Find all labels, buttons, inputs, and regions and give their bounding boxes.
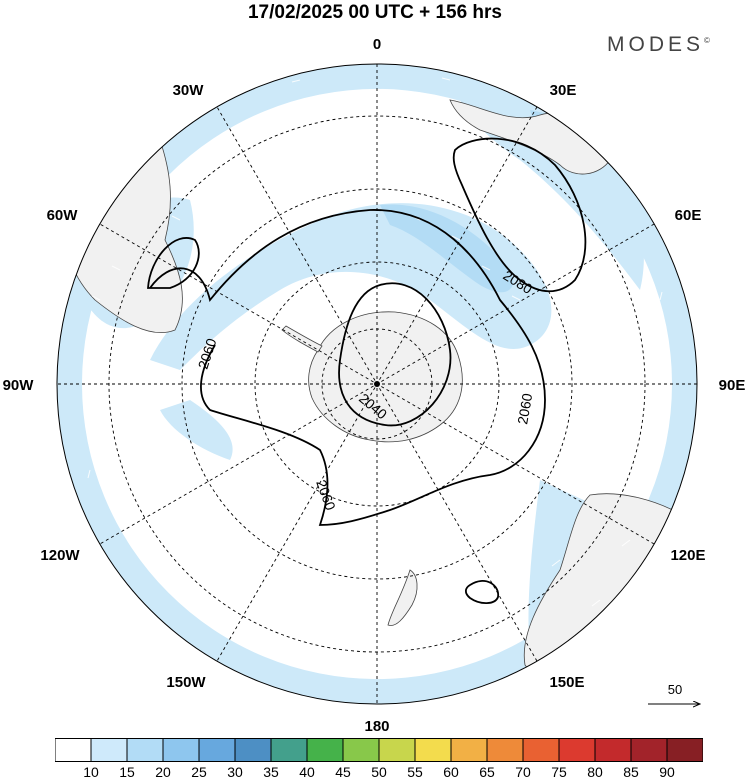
legend-swatch <box>378 738 416 762</box>
legend-swatch <box>198 738 236 762</box>
latitude-circle <box>181 188 573 580</box>
pole-marker <box>374 381 380 387</box>
legend-swatch <box>630 738 668 762</box>
legend-label: 45 <box>335 764 351 780</box>
wind-reference-value: 50 <box>668 682 682 697</box>
legend-swatch <box>342 738 380 762</box>
contour-2060-closed-west <box>147 237 200 289</box>
legend-swatch <box>594 738 632 762</box>
legend-label: 60 <box>443 764 459 780</box>
legend-label: 40 <box>299 764 315 780</box>
map-title: 17/02/2025 00 UTC + 156 hrs <box>247 2 503 23</box>
legend-label: 35 <box>263 764 279 780</box>
meridian-label-180: 180 <box>364 718 389 735</box>
legend-swatch <box>522 738 560 762</box>
legend-swatch <box>270 738 308 762</box>
map-boundary <box>56 63 698 705</box>
legend-label: 75 <box>551 764 567 780</box>
legend-swatch <box>558 738 596 762</box>
meridian-label-90e: 90E <box>719 377 746 394</box>
jet-band-southwest <box>160 400 233 460</box>
legend-swatch <box>55 738 92 762</box>
legend-label: 10 <box>83 764 99 780</box>
legend-label: 85 <box>623 764 639 780</box>
legend-swatch <box>666 738 703 762</box>
legend-swatch <box>90 738 128 762</box>
legend-label: 80 <box>587 764 603 780</box>
contour-label: 2060 <box>514 392 535 426</box>
meridian-label-90w: 90W <box>3 377 35 394</box>
contour-2080 <box>452 137 587 293</box>
legend-swatch <box>162 738 200 762</box>
legend-label: 50 <box>371 764 387 780</box>
meridian-label-120e: 120E <box>670 547 705 564</box>
height-contours <box>147 137 587 605</box>
meridian-label-120w: 120W <box>40 547 80 564</box>
meridian-labels: 0 30E 60E 90E 120E 150E 180 150W 120W 90… <box>3 36 746 735</box>
brand-name: MODES <box>607 33 705 56</box>
legend-swatch <box>486 738 524 762</box>
legend-label: 55 <box>407 764 423 780</box>
legend-label: 70 <box>515 764 531 780</box>
legend-label: 20 <box>155 764 171 780</box>
legend-swatch <box>126 738 164 762</box>
legend-label: 90 <box>659 764 675 780</box>
meridian-label-60w: 60W <box>47 207 79 224</box>
meridian-label-0: 0 <box>373 36 381 53</box>
legend-label: 15 <box>119 764 135 780</box>
brand-logo: MODES© <box>607 33 710 57</box>
contour-closed-south <box>464 580 499 605</box>
legend-swatch <box>234 738 272 762</box>
legend-labels: 10 15 20 25 30 35 40 45 50 55 60 65 70 75 80 85 90 <box>0 764 750 782</box>
antarctica <box>308 311 463 443</box>
meridian-label-30e: 30E <box>550 82 577 99</box>
contour-2040 <box>338 282 452 427</box>
color-legend <box>55 738 703 762</box>
legend-swatch <box>306 738 344 762</box>
meridian-label-30w: 30W <box>173 82 205 99</box>
wind-reference: 50 <box>648 682 700 704</box>
brand-mark: © <box>704 36 710 45</box>
meridian-label-150w: 150W <box>166 674 206 691</box>
legend-label: 25 <box>191 764 207 780</box>
antarctic-peninsula <box>281 325 323 353</box>
meridian-label-60e: 60E <box>675 207 702 224</box>
contour-2060 <box>149 209 546 526</box>
legend-label: 30 <box>227 764 243 780</box>
meridian-label-150e: 150E <box>549 674 584 691</box>
legend-swatch <box>450 738 488 762</box>
new-zealand <box>387 569 418 626</box>
legend-label: 65 <box>479 764 495 780</box>
jet-core-north <box>380 204 514 293</box>
legend-swatch <box>414 738 452 762</box>
